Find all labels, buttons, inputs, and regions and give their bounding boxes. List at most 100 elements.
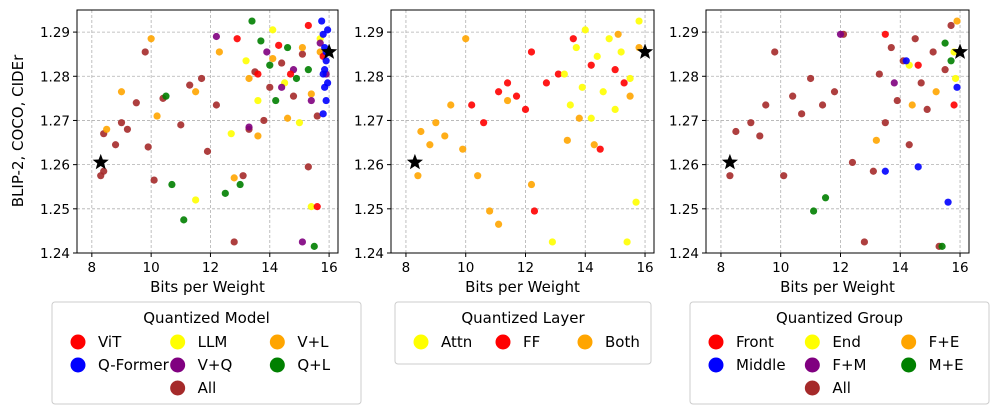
- legend-entry-vit: ViT: [70, 333, 122, 351]
- series-end: [905, 48, 960, 83]
- chart-panel-quantized-model: 8 10 12 14 16 1.24 1.25 1.26 1.27 1.28 1.29 Bits pe…: [40, 9, 362, 405]
- data-point-both: [426, 141, 434, 149]
- legend-entry-label: M+E: [929, 356, 964, 374]
- data-point-both: [414, 172, 422, 180]
- data-point-all: [789, 92, 797, 100]
- legend-entry-label: FF: [523, 333, 540, 351]
- data-point-q-l: [168, 180, 176, 189]
- y-tick-label: 1.25: [40, 202, 70, 218]
- data-point-all: [887, 43, 895, 52]
- legend-marker: [269, 357, 285, 373]
- data-point-ff: [512, 92, 521, 100]
- legend-marker: [901, 357, 917, 373]
- data-point-q-former: [321, 66, 329, 74]
- data-point-all: [260, 116, 268, 125]
- x-tick-label: 10: [457, 260, 474, 276]
- plot-frame: [76, 9, 339, 254]
- data-point-all: [732, 127, 740, 136]
- x-tick-label: 14: [892, 260, 909, 276]
- y-tick-label: 1.26: [40, 158, 70, 174]
- legend-entry-llm: LLM: [170, 333, 227, 351]
- data-point-all: [762, 101, 770, 109]
- data-point-all: [798, 110, 806, 118]
- legend-entry-label: V+Q: [198, 356, 233, 374]
- data-point-all: [905, 141, 913, 149]
- legend-marker: [70, 357, 86, 373]
- y-tick-label: 1.29: [669, 25, 699, 41]
- data-point-llm: [254, 96, 262, 105]
- legend-entry-attn: Attn: [413, 333, 472, 351]
- data-point-attn: [548, 238, 556, 246]
- x-tick-label: 10: [143, 260, 160, 276]
- legend-entry-label: Front: [736, 333, 774, 351]
- data-point-vit: [254, 70, 262, 78]
- data-point-ff: [569, 35, 577, 43]
- x-tick-label: 12: [202, 260, 219, 276]
- x-tick-label: 14: [577, 260, 594, 276]
- data-point-all: [298, 50, 307, 58]
- data-point-m-e: [809, 207, 818, 215]
- data-point-v-l: [230, 174, 238, 182]
- legend-entry-label: Q-Former: [98, 356, 170, 374]
- data-point-v-l: [117, 88, 126, 96]
- x-tick-label: 10: [772, 260, 789, 276]
- chart-panel-quantized-layer: 8 10 12 14 16 1.24 1.25 1.26 1.27 1.28 1.29 Bits pe…: [354, 9, 655, 365]
- data-point-all: [747, 119, 755, 127]
- data-point-v-l: [269, 55, 277, 63]
- data-point-middle: [902, 57, 910, 65]
- data-point-m-e: [947, 57, 955, 65]
- data-point-all: [144, 143, 152, 151]
- data-point-ff: [611, 66, 619, 74]
- data-point-all: [150, 176, 158, 184]
- data-point-attn: [578, 83, 586, 91]
- x-axis-label: Bits per Weight: [780, 278, 895, 296]
- data-point-ff: [521, 105, 530, 114]
- data-point-llm: [242, 57, 250, 65]
- legend-marker: [269, 334, 285, 350]
- data-point-all: [917, 79, 925, 87]
- data-point-all: [780, 172, 788, 180]
- legend: Quantized Model ViT Q-Former LLM V+Q V+L Q+L Al…: [51, 301, 362, 405]
- data-point-all: [756, 132, 764, 140]
- series-f-m: [836, 30, 898, 87]
- data-point-attn: [587, 114, 595, 122]
- legend-entry-label: End: [832, 333, 861, 351]
- star-marker: [721, 153, 738, 170]
- y-tick-label: 1.29: [354, 25, 384, 41]
- legend-entry-label: F+M: [832, 356, 866, 374]
- legend-marker: [708, 357, 724, 373]
- data-point-both: [563, 136, 571, 144]
- data-point-ff: [620, 79, 628, 87]
- legend-marker: [804, 357, 820, 373]
- y-tick-label: 1.28: [669, 69, 699, 85]
- data-point-llm: [295, 119, 304, 127]
- legend-entry-all: All: [804, 379, 851, 397]
- x-axis-label: Bits per Weight: [465, 278, 580, 296]
- series-m-e: [809, 39, 955, 250]
- series-f-e: [872, 17, 961, 144]
- data-point-q-former: [324, 26, 332, 34]
- series-front: [881, 30, 958, 109]
- legend-entry-end: End: [804, 333, 861, 351]
- x-axis-label: Bits per Weight: [150, 278, 265, 296]
- data-point-all: [848, 158, 857, 167]
- data-point-attn: [560, 70, 568, 78]
- data-point-q-former: [322, 57, 330, 65]
- data-point-middle: [953, 83, 961, 91]
- data-point-both: [503, 96, 512, 105]
- data-point-all: [266, 83, 274, 91]
- data-point-f-m: [836, 30, 845, 38]
- data-point-attn: [632, 198, 640, 206]
- y-tick-label: 1.26: [669, 158, 699, 174]
- star-marker: [951, 43, 969, 59]
- data-point-all: [141, 48, 149, 56]
- data-point-attn: [623, 238, 631, 246]
- star-marker: [321, 43, 338, 59]
- series-attn: [548, 17, 643, 246]
- data-point-all: [278, 59, 286, 67]
- data-point-front: [881, 30, 889, 38]
- data-point-v-l: [153, 112, 161, 120]
- data-point-all: [830, 88, 839, 96]
- legend-entry-both: Both: [577, 333, 640, 351]
